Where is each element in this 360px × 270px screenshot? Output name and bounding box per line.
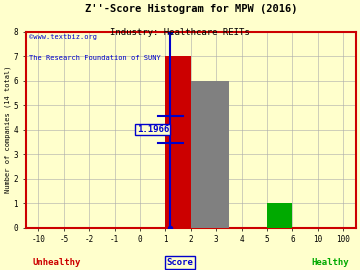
Text: Industry: Healthcare REITs: Industry: Healthcare REITs (110, 28, 250, 37)
Y-axis label: Number of companies (14 total): Number of companies (14 total) (4, 66, 11, 193)
Title: Z''-Score Histogram for MPW (2016): Z''-Score Histogram for MPW (2016) (85, 4, 297, 14)
Text: Unhealthy: Unhealthy (33, 258, 81, 267)
Text: ©www.textbiz.org: ©www.textbiz.org (29, 33, 97, 40)
Bar (191, 81, 229, 228)
Text: The Research Foundation of SUNY: The Research Foundation of SUNY (29, 55, 161, 61)
Bar (267, 203, 292, 228)
Text: 1.1966: 1.1966 (137, 125, 169, 134)
Text: Score: Score (167, 258, 193, 267)
Bar (165, 56, 191, 228)
Text: Healthy: Healthy (311, 258, 348, 267)
